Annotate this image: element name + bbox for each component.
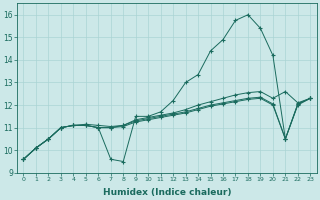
X-axis label: Humidex (Indice chaleur): Humidex (Indice chaleur) (103, 188, 231, 197)
